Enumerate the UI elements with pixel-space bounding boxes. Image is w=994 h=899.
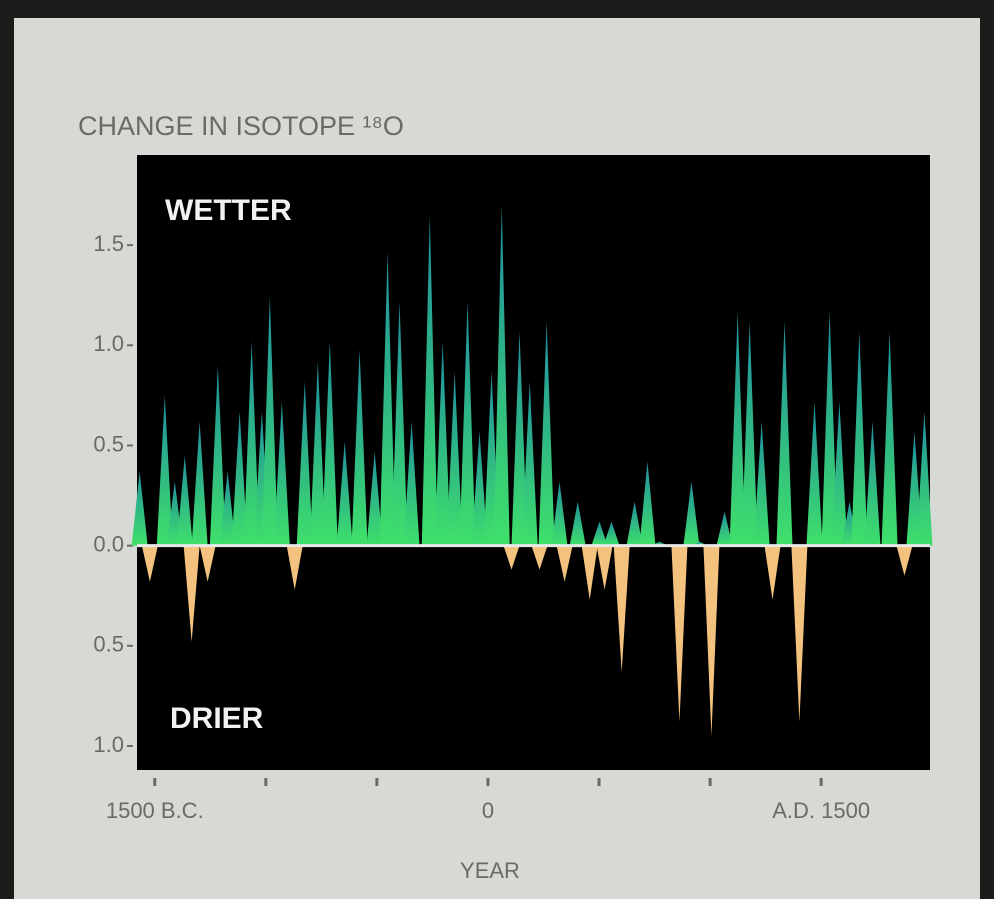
spike xyxy=(336,441,353,546)
spike xyxy=(309,361,326,546)
spike xyxy=(434,341,451,546)
spike xyxy=(613,545,630,672)
spike xyxy=(821,311,838,546)
y-tick-label: 0.0 xyxy=(93,531,124,556)
spike xyxy=(286,545,303,590)
spike xyxy=(511,331,528,546)
spike xyxy=(581,545,598,600)
spike xyxy=(351,349,368,546)
spike xyxy=(596,545,613,590)
spike xyxy=(209,365,226,546)
spike xyxy=(776,321,793,546)
spike xyxy=(261,295,278,546)
spike xyxy=(131,471,148,546)
spike xyxy=(459,301,476,546)
y-tick-label: 0.5 xyxy=(93,431,124,456)
spike xyxy=(591,521,608,546)
spike xyxy=(791,545,808,722)
spike xyxy=(446,371,463,546)
spike xyxy=(741,321,758,546)
spike xyxy=(806,401,823,546)
chart-title: CHANGE IN ISOTOPE ¹⁸O xyxy=(78,111,404,141)
x-tick-label: 0 xyxy=(482,798,494,823)
spike xyxy=(729,311,746,546)
spike xyxy=(321,341,338,546)
spike xyxy=(191,421,208,546)
spike xyxy=(493,205,510,546)
spike xyxy=(626,501,643,546)
x-tick-label: A.D. 1500 xyxy=(772,798,870,823)
x-tick-label: 1500 B.C. xyxy=(106,798,204,823)
spike xyxy=(716,511,733,546)
spike xyxy=(403,421,420,546)
spike xyxy=(764,545,781,600)
spike xyxy=(831,401,848,546)
annotation: WETTER xyxy=(165,194,292,227)
spike xyxy=(881,331,898,546)
spike xyxy=(521,381,538,546)
spike xyxy=(176,455,193,546)
spike xyxy=(639,461,656,546)
spike xyxy=(864,421,881,546)
spike xyxy=(183,545,200,642)
spike xyxy=(156,395,173,546)
spike xyxy=(391,301,408,546)
spike xyxy=(231,411,248,546)
spike xyxy=(538,321,555,546)
spike xyxy=(379,251,396,546)
y-tick-label: 1.5 xyxy=(93,231,124,256)
spike xyxy=(753,421,770,546)
spike xyxy=(141,545,158,582)
x-axis-label: YEAR xyxy=(460,858,520,883)
spike xyxy=(421,215,438,546)
spike xyxy=(851,331,868,546)
spike xyxy=(199,545,216,582)
spike xyxy=(471,431,488,546)
spike xyxy=(551,481,568,546)
spike xyxy=(916,411,933,546)
spike xyxy=(703,545,720,736)
spike xyxy=(896,545,913,576)
spike xyxy=(219,471,236,546)
spike xyxy=(569,501,586,546)
y-tick-label: 0.5 xyxy=(93,632,124,657)
spike xyxy=(366,451,383,546)
spike xyxy=(683,481,700,546)
spike xyxy=(531,545,548,570)
annotation: DRIER xyxy=(170,702,264,735)
spike xyxy=(243,341,260,546)
spike xyxy=(273,401,290,546)
spike xyxy=(556,545,573,582)
spike xyxy=(671,545,688,722)
y-tick-label: 1.0 xyxy=(93,732,124,757)
spike xyxy=(503,545,520,570)
spike xyxy=(603,521,620,546)
spike xyxy=(296,381,313,546)
y-tick-label: 1.0 xyxy=(93,331,124,356)
